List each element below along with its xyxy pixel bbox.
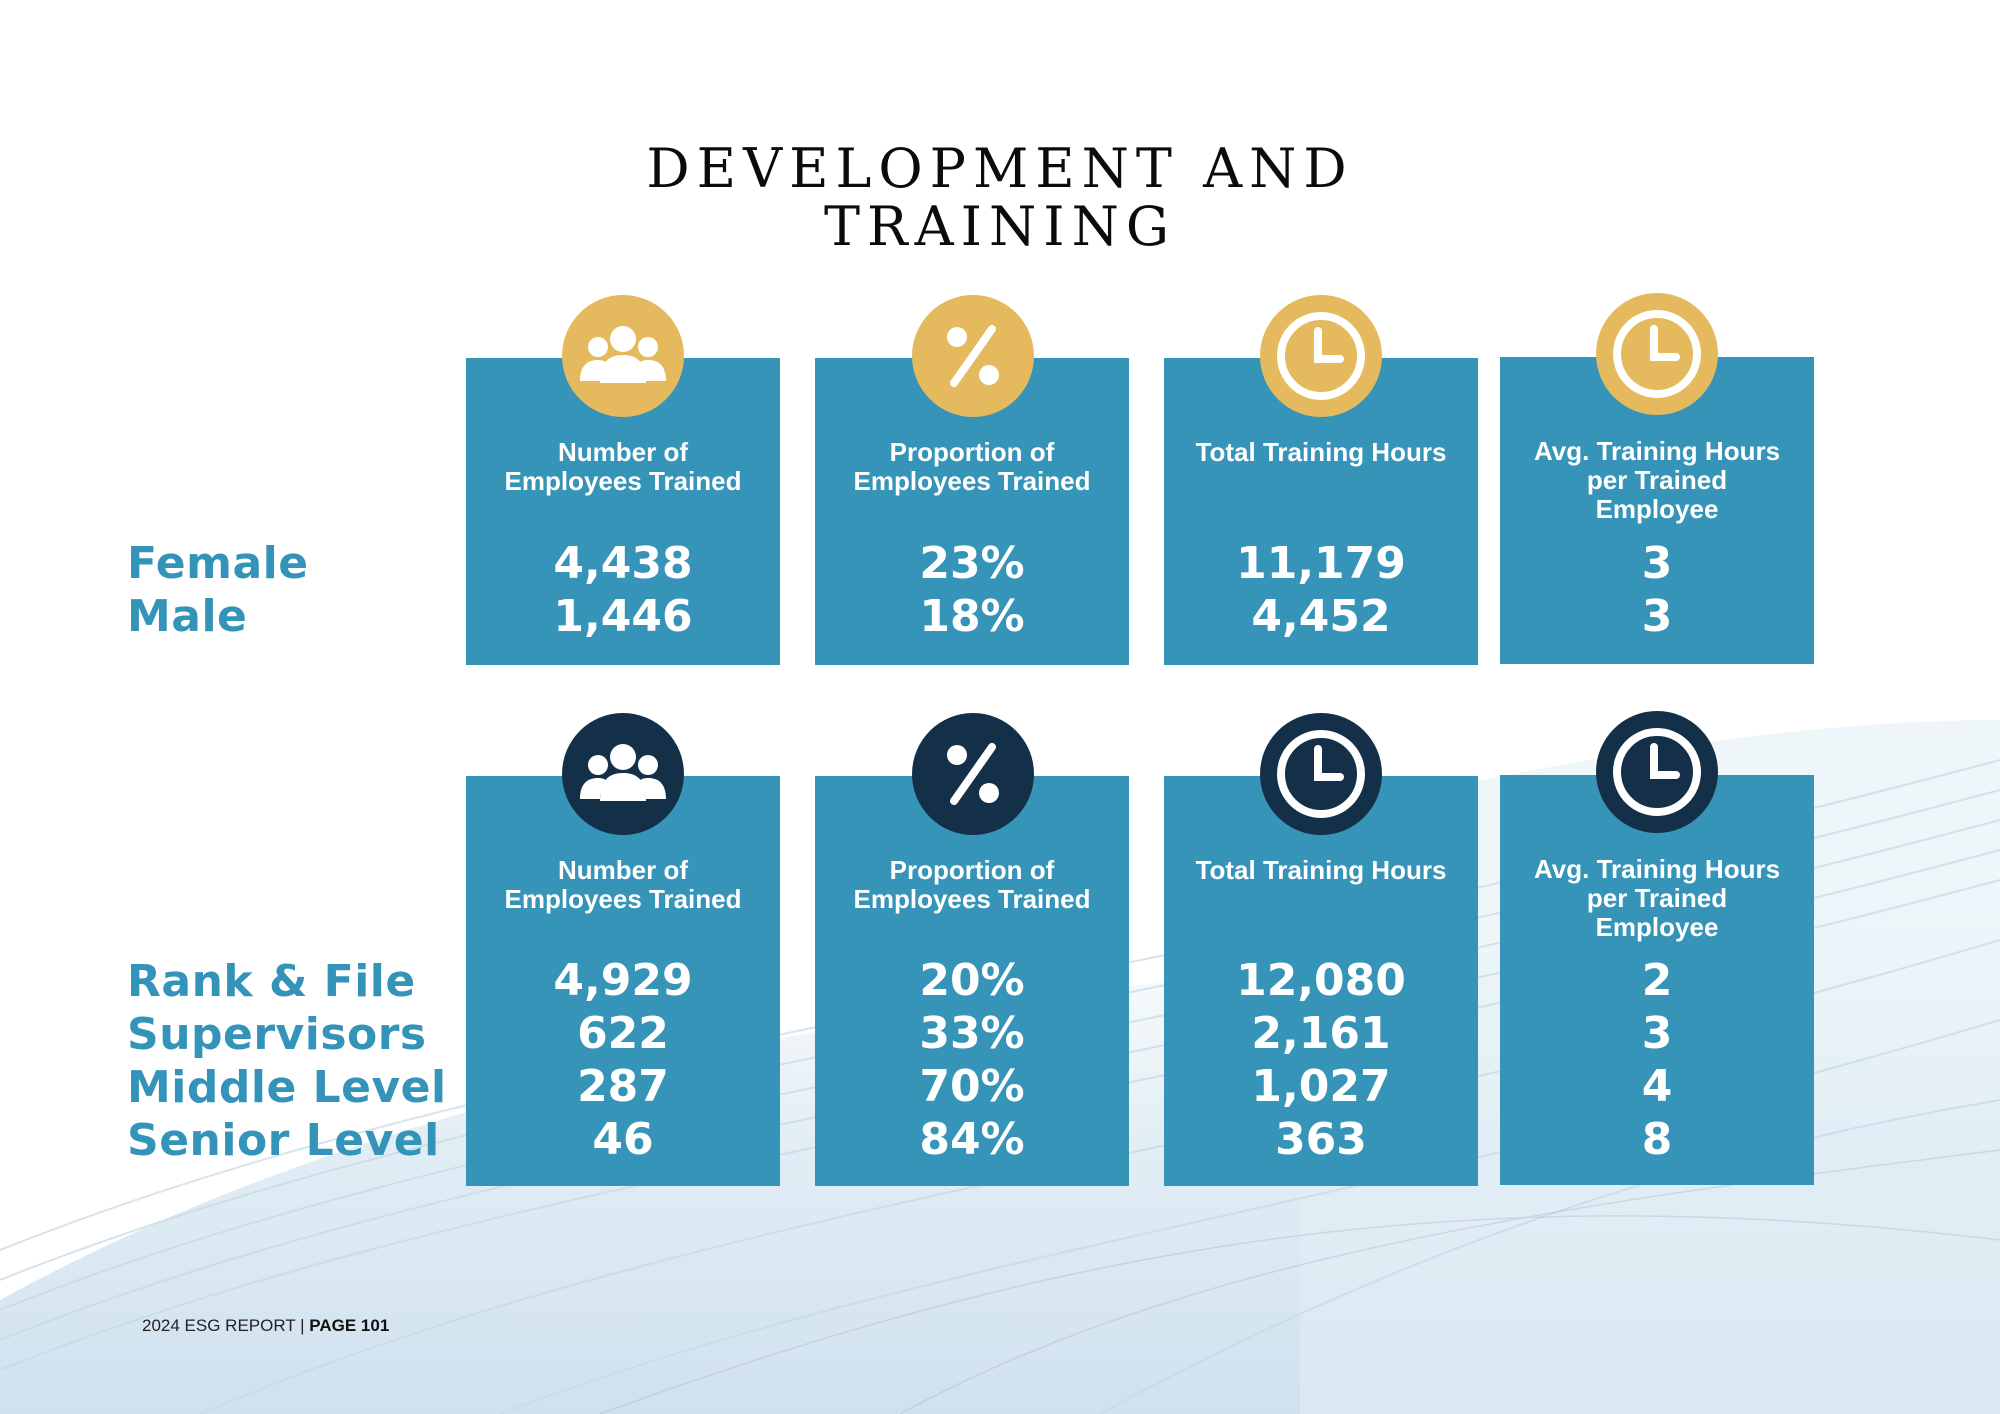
label-middle-level: Middle Level — [127, 1062, 447, 1113]
label-senior-level: Senior Level — [127, 1115, 440, 1166]
footer-report: 2024 ESG REPORT | — [142, 1316, 310, 1335]
card-level-avg-hours: Avg. Training Hours per Trained Employee… — [1500, 775, 1814, 1185]
card-header: Number of Employees Trained — [504, 855, 742, 914]
value-rank-file: 12,080 — [1236, 955, 1406, 1006]
value-male: 1,446 — [553, 591, 693, 642]
clock-icon — [1260, 713, 1382, 835]
clock-icon — [1260, 295, 1382, 417]
card-header: Total Training Hours — [1195, 437, 1447, 467]
title-line-2: TRAINING — [824, 195, 1176, 258]
people-group-icon — [562, 713, 684, 835]
footer-page-number: PAGE 101 — [309, 1316, 390, 1335]
value-supervisors: 3 — [1641, 1008, 1673, 1059]
card-header: Avg. Training Hours per Trained Employee — [1533, 854, 1781, 942]
value-middle-level: 70% — [919, 1061, 1025, 1112]
value-female: 11,179 — [1236, 538, 1406, 589]
value-senior-level: 46 — [592, 1114, 654, 1165]
value-male: 18% — [919, 591, 1025, 642]
people-group-icon — [562, 295, 684, 417]
card-values: 20% 33% 70% 84% — [815, 954, 1129, 1166]
value-rank-file: 20% — [919, 955, 1025, 1006]
value-female: 3 — [1641, 538, 1673, 589]
title-line-1: DEVELOPMENT AND — [646, 137, 1354, 200]
value-middle-level: 1,027 — [1251, 1061, 1391, 1112]
label-male: Male — [127, 591, 248, 642]
label-rank-file: Rank & File — [127, 956, 416, 1007]
card-header: Number of Employees Trained — [504, 437, 742, 496]
label-female: Female — [127, 538, 309, 589]
card-header: Proportion of Employees Trained — [853, 855, 1091, 914]
page-title: DEVELOPMENT AND TRAINING — [0, 140, 2000, 256]
card-values: 11,179 4,452 — [1164, 537, 1478, 643]
value-male: 3 — [1641, 591, 1673, 642]
card-level-total-hours: Total Training Hours 12,080 2,161 1,027 … — [1164, 776, 1478, 1186]
card-values: 4,929 622 287 46 — [466, 954, 780, 1166]
card-values: 2 3 4 8 — [1500, 954, 1814, 1166]
value-middle-level: 287 — [577, 1061, 669, 1112]
value-supervisors: 2,161 — [1251, 1008, 1391, 1059]
percent-icon — [912, 295, 1034, 417]
page-footer: 2024 ESG REPORT | PAGE 101 — [142, 1316, 389, 1336]
value-female: 4,438 — [553, 538, 693, 589]
value-supervisors: 622 — [577, 1008, 669, 1059]
level-labels: Rank & File Supervisors Middle Level Sen… — [127, 955, 447, 1167]
card-values: 23% 18% — [815, 537, 1129, 643]
value-supervisors: 33% — [919, 1008, 1025, 1059]
card-values: 4,438 1,446 — [466, 537, 780, 643]
value-rank-file: 2 — [1641, 955, 1673, 1006]
card-header: Proportion of Employees Trained — [853, 437, 1091, 496]
percent-icon — [912, 713, 1034, 835]
label-supervisors: Supervisors — [127, 1009, 427, 1060]
card-gender-proportion: Proportion of Employees Trained 23% 18% — [815, 358, 1129, 665]
clock-icon — [1596, 293, 1718, 415]
value-senior-level: 363 — [1275, 1114, 1367, 1165]
card-gender-employees-trained: Number of Employees Trained 4,438 1,446 — [466, 358, 780, 665]
gender-labels: Female Male — [127, 537, 309, 643]
card-values: 12,080 2,161 1,027 363 — [1164, 954, 1478, 1166]
value-senior-level: 8 — [1641, 1114, 1673, 1165]
value-female: 23% — [919, 538, 1025, 589]
card-values: 3 3 — [1500, 537, 1814, 643]
value-rank-file: 4,929 — [553, 955, 693, 1006]
value-male: 4,452 — [1251, 591, 1391, 642]
value-senior-level: 84% — [919, 1114, 1025, 1165]
card-header: Total Training Hours — [1195, 855, 1447, 885]
value-middle-level: 4 — [1641, 1061, 1673, 1112]
card-header: Avg. Training Hours per Trained Employee — [1533, 436, 1781, 524]
card-level-proportion: Proportion of Employees Trained 20% 33% … — [815, 776, 1129, 1186]
card-level-employees-trained: Number of Employees Trained 4,929 622 28… — [466, 776, 780, 1186]
clock-icon — [1596, 711, 1718, 833]
